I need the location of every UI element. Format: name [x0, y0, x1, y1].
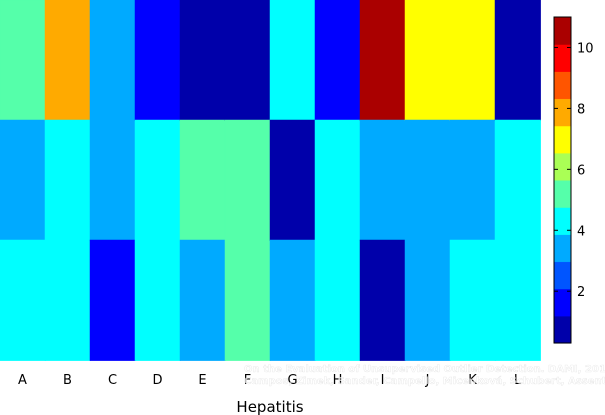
heatmap-cell-b-1: [44, 119, 91, 361]
x-tick-label-a: A: [18, 373, 27, 388]
heatmap-cell-e-2: [179, 239, 226, 361]
heatmap-cell-g-2: [269, 239, 316, 361]
colorbar-level-1: [553, 288, 572, 317]
heatmap-cell-i-2: [359, 239, 406, 361]
heatmap-cell-k-0: [449, 0, 496, 121]
heatmap-cell-i-1: [359, 119, 406, 241]
watermark-line-1: On the Evaluation of Unsupervised Outlie…: [244, 364, 605, 375]
x-tick-label-l: L: [514, 373, 522, 388]
heatmap-cell-d-1: [134, 119, 181, 361]
x-tick-label-b: B: [63, 373, 72, 388]
heatmap-cell-f-0: [224, 0, 271, 121]
heatmap-cell-h-1: [314, 119, 361, 361]
heatmap-cell-l-0: [494, 0, 541, 121]
colorbar-level-2: [553, 261, 572, 290]
x-tick-label-f: F: [244, 373, 251, 388]
heatmap-cell-j-1: [404, 119, 451, 361]
colorbar-level-9: [553, 71, 572, 100]
colorbar-tick-label-8: 8: [577, 102, 585, 117]
x-axis-label: Hepatitis: [236, 398, 303, 415]
heatmap-cell-c-1: [89, 239, 136, 361]
colorbar-frame: [553, 16, 572, 344]
heatmap-cell-g-0: [269, 0, 316, 121]
colorbar-level-11: [553, 16, 572, 45]
heatmap-cell-f-1: [224, 119, 271, 361]
watermark-line-2: Campos, Zimek, Sander, Campello, Micenko…: [244, 375, 605, 387]
x-tick-label-g: G: [287, 373, 297, 388]
heatmap-cell-a-0: [0, 0, 46, 121]
colorbar-level-6: [553, 152, 572, 181]
x-tick-label-k: K: [468, 373, 477, 388]
heatmap-cell-l-1: [494, 119, 541, 361]
heatmap-cells: [0, 0, 541, 361]
heatmap-cell-e-1: [179, 119, 226, 241]
heatmap-cell-a-2: [0, 239, 46, 361]
heatmap-cell-k-1: [449, 119, 496, 241]
heatmap-cell-a-1: [0, 119, 46, 241]
colorbar-level-5: [553, 179, 572, 208]
heatmap-cell-c-0: [89, 0, 136, 241]
heatmap-cell-b-0: [44, 0, 91, 121]
heatmap-cell-k-2: [449, 239, 496, 361]
colorbar-level-7: [553, 125, 572, 154]
colorbar-level-8: [553, 98, 572, 127]
x-tick-label-h: H: [333, 373, 343, 388]
colorbar-tick-label-4: 4: [577, 224, 585, 239]
x-tick-label-c: C: [108, 373, 117, 388]
x-tick-label-i: I: [381, 373, 385, 388]
x-axis-ticks: A B C D E F G H I J K L: [18, 373, 522, 388]
x-tick-label-d: D: [152, 373, 162, 388]
colorbar-tick-label-10: 10: [577, 41, 594, 56]
colorbar-tick-label-2: 2: [577, 285, 585, 300]
heatmap-cell-g-1: [269, 119, 316, 241]
heatmap-cell-j-0: [404, 0, 451, 121]
x-tick-label-e: E: [198, 373, 206, 388]
colorbar-level-3: [553, 234, 572, 263]
x-tick-label-j: J: [425, 373, 430, 388]
colorbar-level-0: [553, 315, 572, 344]
heatmap-cell-h-0: [314, 0, 361, 121]
heatmap-cell-i-0: [359, 0, 406, 121]
heatmap-cell-d-0: [134, 0, 181, 121]
watermark: On the Evaluation of Unsupervised Outlie…: [244, 364, 605, 387]
colorbar: 2 4 6 8 10: [553, 16, 594, 344]
colorbar-level-10: [553, 44, 572, 72]
heatmap-cell-e-0: [179, 0, 226, 121]
colorbar-tick-label-6: 6: [577, 163, 585, 178]
